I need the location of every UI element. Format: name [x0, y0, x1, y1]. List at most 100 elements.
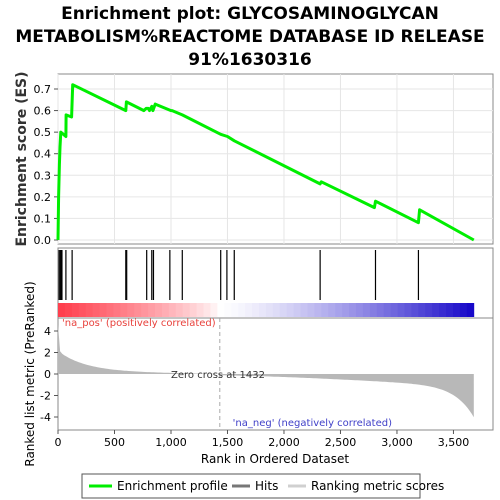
- rank-bar-segment: [300, 303, 308, 317]
- rank-bar-segment: [245, 303, 253, 317]
- es-y-tick-label: 0.1: [34, 212, 52, 225]
- es-y-tick-label: 0.5: [34, 126, 52, 139]
- rank-bar-segment: [58, 303, 66, 317]
- rank-bar-segment: [390, 303, 398, 317]
- rank-bar-segment: [161, 303, 170, 317]
- rank-bar-segment: [141, 303, 149, 317]
- rank-bar-segment: [383, 303, 392, 317]
- rank-y-ticks: 4 2 0 -2 -4: [40, 325, 58, 424]
- rank-y-tick-label: -4: [40, 411, 51, 424]
- x-tick-label: 500: [104, 436, 125, 449]
- x-tick-label: 1,000: [155, 436, 187, 449]
- rank-bar-segment: [425, 303, 433, 317]
- title-line-1: Enrichment plot: GLYCOSAMINOGLYCAN: [61, 4, 439, 24]
- rank-bar-segment: [78, 303, 87, 317]
- rank-x-ticks: 0 500 1,000 1,500 2,000 2,500 3,000 3,500: [55, 430, 470, 449]
- hit-marks: [58, 250, 420, 300]
- rank-bar-segment: [286, 303, 295, 317]
- rank-bar-segment: [376, 303, 385, 317]
- rank-y-tick-label: 4: [44, 325, 51, 338]
- es-y-tick-label: 0.6: [34, 105, 52, 118]
- rank-bar-segment: [134, 303, 142, 317]
- rank-bar-segment: [252, 303, 260, 317]
- rank-bar-segment: [189, 303, 197, 317]
- rank-bar-segment: [355, 303, 364, 317]
- es-y-axis-label: Enrichment score (ES): [14, 71, 30, 246]
- rank-bar-segment: [203, 303, 211, 317]
- x-tick-label: 1,500: [212, 436, 244, 449]
- x-tick-label: 2,500: [325, 436, 357, 449]
- legend-label-ranking: Ranking metric scores: [311, 479, 444, 493]
- zero-cross-label: Zero cross at 1432: [171, 370, 265, 381]
- rank-bar-segment: [148, 303, 156, 317]
- rank-bar-segment: [175, 303, 184, 317]
- legend-label-hits: Hits: [255, 479, 278, 493]
- rank-bar-segment: [231, 303, 239, 317]
- pos-correlated-label: 'na_pos' (positively correlated): [62, 318, 216, 329]
- x-tick-label: 0: [55, 436, 62, 449]
- rank-bar-segment: [466, 303, 475, 317]
- rank-bar-segment: [155, 303, 163, 317]
- x-tick-label: 2,000: [268, 436, 300, 449]
- rank-bar-segment: [64, 303, 73, 317]
- rank-bar-segment: [362, 303, 371, 317]
- es-y-tick-label: 0.7: [34, 83, 52, 96]
- rank-bar-segment: [349, 303, 357, 317]
- rank-bar-segment: [120, 303, 128, 317]
- neg-correlated-label: 'na_neg' (negatively correlated): [233, 418, 392, 429]
- rank-bar-segment: [265, 303, 274, 317]
- x-tick-label: 3,000: [381, 436, 413, 449]
- rank-bar-segment: [411, 303, 419, 317]
- es-y-ticks: 0.0 0.1 0.2 0.3 0.4 0.5 0.6 0.7: [34, 83, 58, 247]
- rank-bar-segment: [432, 303, 440, 317]
- rank-bar-segment: [71, 303, 80, 317]
- rank-bar-segment: [328, 303, 336, 317]
- rank-bar-segment: [85, 303, 94, 317]
- rank-bar-segment: [238, 303, 246, 317]
- rank-bar-segment: [106, 303, 114, 317]
- rank-bar-segment: [397, 303, 405, 317]
- rank-bar-segment: [446, 303, 454, 317]
- rank-y-tick-label: -2: [40, 390, 51, 403]
- title-line-3: 91%1630316: [188, 50, 312, 70]
- rank-y-tick-label: 0: [44, 368, 51, 381]
- rank-bar-segment: [279, 303, 288, 317]
- x-tick-label: 3,500: [438, 436, 470, 449]
- rank-bar-segment: [127, 303, 135, 317]
- rank-bar-segment: [92, 303, 100, 317]
- rank-bar-segment: [99, 303, 107, 317]
- es-y-tick-label: 0.3: [34, 169, 52, 182]
- rank-bar-segment: [418, 303, 426, 317]
- enrichment-profile-line: [56, 83, 475, 242]
- rank-bar-segment: [321, 303, 329, 317]
- rank-bar-segment: [453, 303, 461, 317]
- rank-bar-segment: [210, 303, 218, 317]
- rank-bar-segment: [258, 303, 267, 317]
- rank-bar-segment: [196, 303, 204, 317]
- rank-bar-segment: [459, 303, 468, 317]
- legend-label-enrichment: Enrichment profile: [117, 479, 228, 493]
- rank-bar-segment: [272, 303, 281, 317]
- rank-bar-segment: [168, 303, 177, 317]
- rank-bar-segment: [335, 303, 343, 317]
- rank-y-axis-label: Ranked list metric (PreRanked): [23, 281, 37, 466]
- x-axis-label: Rank in Ordered Dataset: [201, 452, 349, 466]
- es-y-tick-label: 0.0: [34, 234, 52, 247]
- es-y-tick-label: 0.2: [34, 191, 52, 204]
- es-y-tick-label: 0.4: [34, 148, 52, 161]
- rank-bar-segment: [342, 303, 350, 317]
- title-line-2: METABOLISM%REACTOME DATABASE ID RELEASE: [15, 27, 484, 47]
- legend-box: [81, 473, 421, 499]
- rank-bar-segment: [369, 303, 378, 317]
- es-grid: [57, 74, 493, 244]
- rank-color-bar: [58, 303, 475, 317]
- rank-bar-segment: [439, 303, 447, 317]
- rank-y-tick-label: 2: [44, 347, 51, 360]
- rank-bar-segment: [307, 303, 315, 317]
- rank-bar-segment: [217, 303, 225, 317]
- rank-bar-segment: [182, 303, 191, 317]
- rank-bar-segment: [404, 303, 412, 317]
- rank-bar-segment: [314, 303, 322, 317]
- rank-bar-segment: [293, 303, 301, 317]
